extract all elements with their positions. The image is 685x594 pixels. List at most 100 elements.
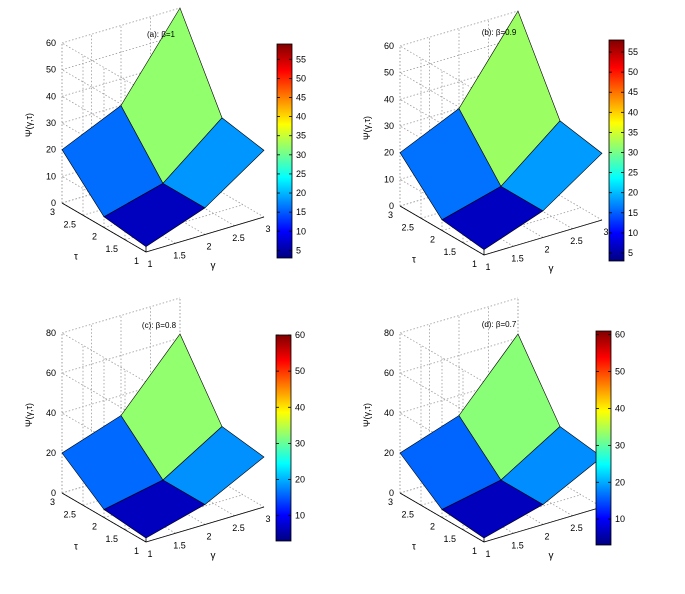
grid-line — [399, 10, 519, 47]
z-tick-label: 80 — [384, 328, 394, 338]
grid-line — [124, 204, 244, 241]
colorbar — [275, 334, 292, 542]
y-axis-line — [399, 205, 485, 256]
x-axis-line — [483, 506, 603, 543]
z-axis-label: Ψ(γ,τ) — [362, 403, 372, 427]
surface-patch — [500, 120, 603, 212]
z-tick-label: 0 — [389, 488, 394, 498]
z-axis-label: Ψ(γ,τ) — [362, 116, 372, 140]
grid-line — [399, 372, 485, 423]
x-tick-label: 3 — [265, 514, 270, 524]
colorbar-tick-label: 20 — [295, 475, 305, 485]
x-tick-label: 3 — [603, 227, 608, 237]
z-tick-label: 50 — [384, 68, 394, 78]
x-tick-label: 1.5 — [511, 540, 524, 550]
surface-patch — [162, 426, 265, 505]
x-tick-label: 2 — [544, 532, 549, 542]
z-tick-label: 40 — [384, 94, 394, 104]
colorbar — [276, 43, 293, 259]
grid-line — [61, 95, 147, 146]
y-axis-label: τ — [412, 255, 416, 266]
colorbar-tick-label: 35 — [296, 131, 306, 141]
y-axis-label: τ — [74, 542, 78, 553]
z-tick-label: 80 — [46, 328, 56, 338]
x-tick-label: 2 — [206, 532, 211, 542]
surface-patch — [162, 117, 265, 209]
colorbar-tick-label: 50 — [295, 366, 305, 376]
colorbar-tick-label: 40 — [615, 403, 625, 413]
x-tick-label: 1 — [147, 259, 152, 269]
grid-line — [61, 122, 147, 173]
surface-plot-d: 1 1.5 2 2.5 3 1 1.5 2 2.5 30 20 40 60 80 γ τ Ψ(γ,τ) (d): … — [362, 297, 625, 562]
z-tick-label: 0 — [51, 198, 56, 208]
x-axis-label: γ — [549, 551, 554, 562]
x-tick-label: 1 — [147, 549, 152, 559]
x-axis-label: γ — [211, 261, 216, 272]
colorbar-tick-label: 30 — [296, 150, 306, 160]
y-tick-label: 2 — [92, 522, 97, 532]
grid-line — [399, 72, 485, 123]
grid-line — [399, 337, 519, 374]
grid-line — [399, 297, 519, 334]
x-tick-label: 2 — [544, 245, 549, 255]
x-axis-line — [145, 216, 265, 253]
y-tick-label: 2.5 — [401, 509, 414, 519]
y-tick-label: 1 — [134, 546, 139, 556]
z-axis-label: Ψ(γ,τ) — [24, 113, 34, 137]
grid-line — [399, 45, 485, 96]
z-tick-label: 60 — [46, 368, 56, 378]
y-tick-label: 2 — [92, 232, 97, 242]
surface-plot-b: 11.522.5311.522.530102030405060γτΨ(γ,τ)(… — [362, 10, 638, 275]
z-tick-label: 40 — [46, 408, 56, 418]
y-tick-label: 3 — [50, 497, 55, 507]
colorbar-tick-label: 55 — [628, 47, 638, 57]
colorbar-tick-label: 15 — [628, 208, 638, 218]
z-tick-label: 10 — [46, 171, 56, 181]
y-tick-label: 1.5 — [105, 534, 118, 544]
z-tick-label: 50 — [46, 65, 56, 75]
x-axis-label: γ — [549, 264, 554, 275]
surface-patch — [500, 426, 603, 505]
colorbar-tick-label: 5 — [628, 248, 633, 258]
z-tick-label: 0 — [51, 488, 56, 498]
grid-line — [61, 412, 147, 463]
colorbar-tick-label: 15 — [296, 207, 306, 217]
z-tick-label: 0 — [389, 201, 394, 211]
colorbar-tick-label: 60 — [615, 330, 625, 340]
z-tick-label: 20 — [46, 448, 56, 458]
grid-line — [61, 69, 147, 120]
y-tick-label: 1 — [134, 256, 139, 266]
x-tick-label: 1 — [485, 262, 490, 272]
colorbar-tick-label: 25 — [296, 169, 306, 179]
z-tick-label: 20 — [46, 145, 56, 155]
y-tick-label: 2.5 — [63, 219, 76, 229]
colorbar-tick-label: 45 — [628, 87, 638, 97]
grid-line — [124, 494, 244, 531]
colorbar-tick-label: 20 — [615, 477, 625, 487]
colorbar-tick-label: 50 — [628, 67, 638, 77]
colorbar-tick-label: 10 — [615, 514, 625, 524]
y-tick-label: 3 — [50, 207, 55, 217]
colorbar — [608, 39, 625, 262]
y-tick-label: 2 — [430, 235, 435, 245]
x-tick-label: 1.5 — [511, 253, 524, 263]
y-axis-line — [61, 202, 147, 253]
y-tick-label: 1 — [472, 546, 477, 556]
grid-line — [61, 42, 147, 93]
x-axis-line — [145, 506, 265, 543]
x-axis-line — [483, 219, 603, 256]
z-tick-label: 60 — [46, 38, 56, 48]
colorbar-tick-label: 35 — [628, 127, 638, 137]
grid-line — [462, 494, 582, 531]
x-tick-label: 2.5 — [232, 233, 245, 243]
x-tick-label: 2.5 — [232, 523, 245, 533]
z-tick-label: 60 — [384, 368, 394, 378]
y-axis-line — [61, 492, 147, 543]
x-tick-label: 2.5 — [570, 523, 583, 533]
grid-line — [399, 98, 485, 149]
surface-plot-a: 11.522.5311.522.530102030405060γτΨ(γ,τ)(… — [24, 7, 306, 272]
x-axis-label: γ — [211, 551, 216, 562]
colorbar-tick-label: 30 — [615, 440, 625, 450]
z-tick-label: 20 — [384, 148, 394, 158]
y-tick-label: 2.5 — [63, 509, 76, 519]
